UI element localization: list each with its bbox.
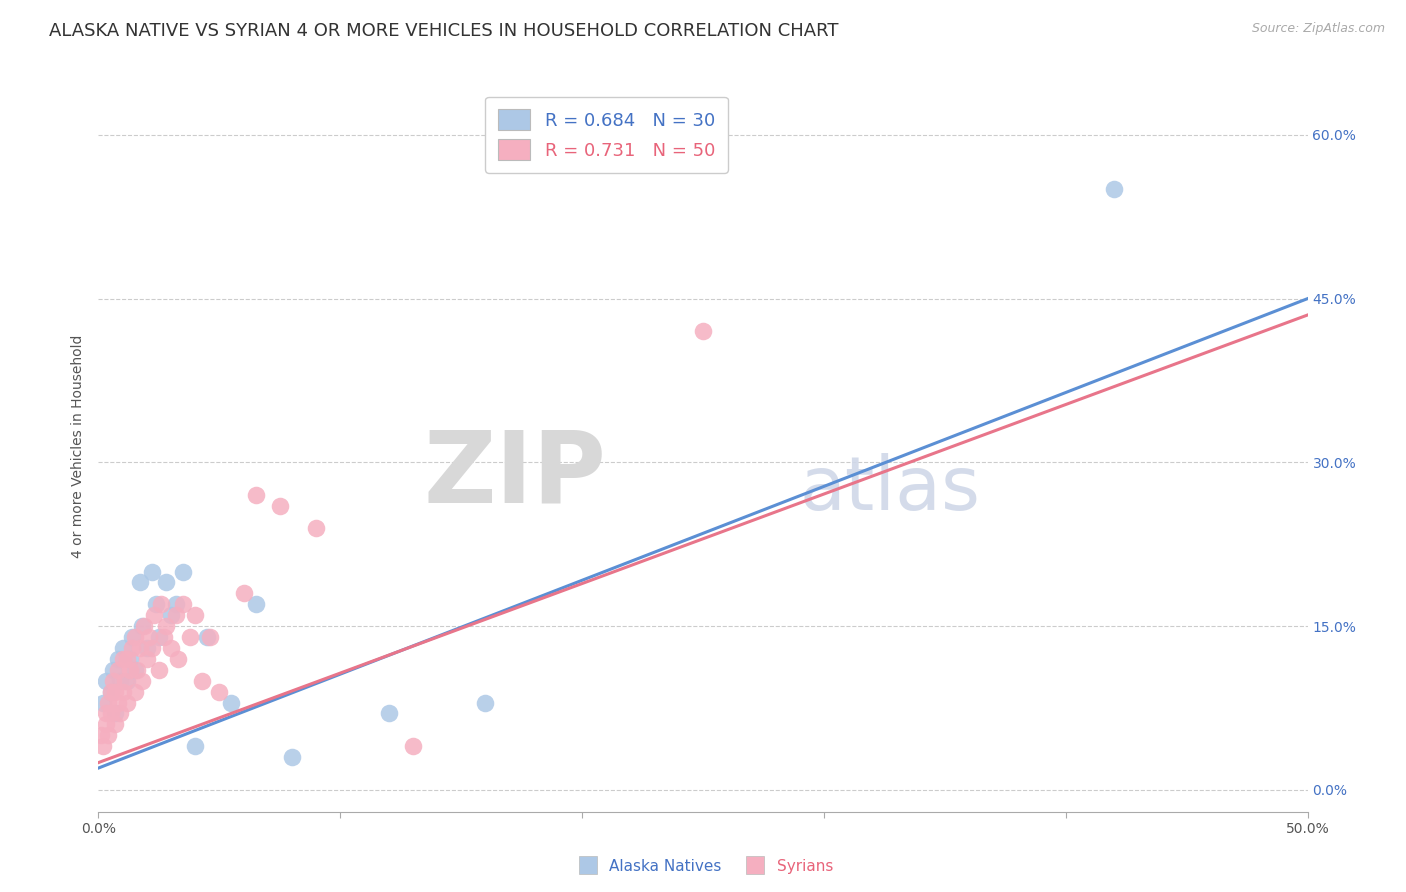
Point xyxy=(172,565,194,579)
Point xyxy=(107,652,129,666)
Point xyxy=(191,673,214,688)
Point xyxy=(117,696,139,710)
Point xyxy=(245,488,267,502)
Point xyxy=(131,619,153,633)
Point xyxy=(281,750,304,764)
Point xyxy=(128,575,150,590)
Point xyxy=(198,630,221,644)
Point xyxy=(117,673,139,688)
Point xyxy=(107,696,129,710)
Text: ALASKA NATIVE VS SYRIAN 4 OR MORE VEHICLES IN HOUSEHOLD CORRELATION CHART: ALASKA NATIVE VS SYRIAN 4 OR MORE VEHICL… xyxy=(49,22,839,40)
Point xyxy=(179,630,201,644)
Point xyxy=(402,739,425,754)
Point xyxy=(692,324,714,338)
Point xyxy=(124,630,146,644)
Point xyxy=(145,597,167,611)
Point xyxy=(101,663,124,677)
Point xyxy=(91,696,114,710)
Point xyxy=(135,652,157,666)
Point xyxy=(232,586,254,600)
Point xyxy=(111,640,134,655)
Point xyxy=(108,673,131,688)
Point xyxy=(208,684,231,698)
Point xyxy=(141,640,163,655)
Point xyxy=(141,565,163,579)
Point xyxy=(155,575,177,590)
Point xyxy=(167,652,190,666)
Point xyxy=(165,608,187,623)
Point xyxy=(143,608,166,623)
Point xyxy=(152,630,174,644)
Point xyxy=(100,706,122,721)
Point xyxy=(1102,182,1125,196)
Point xyxy=(118,663,141,677)
Point xyxy=(118,652,141,666)
Point xyxy=(101,673,124,688)
Point xyxy=(111,684,134,698)
Point xyxy=(94,706,117,721)
Point xyxy=(127,663,149,677)
Point xyxy=(97,696,120,710)
Point xyxy=(269,499,291,513)
Point xyxy=(100,684,122,698)
Point xyxy=(90,728,112,742)
Point xyxy=(245,597,267,611)
Point xyxy=(94,673,117,688)
Legend: Alaska Natives, Syrians: Alaska Natives, Syrians xyxy=(567,853,839,880)
Point xyxy=(165,597,187,611)
Point xyxy=(195,630,218,644)
Legend: R = 0.684   N = 30, R = 0.731   N = 50: R = 0.684 N = 30, R = 0.731 N = 50 xyxy=(485,96,727,173)
Point xyxy=(128,640,150,655)
Text: Source: ZipAtlas.com: Source: ZipAtlas.com xyxy=(1251,22,1385,36)
Point xyxy=(94,717,117,731)
Point xyxy=(155,619,177,633)
Text: ZIP: ZIP xyxy=(423,426,606,524)
Point xyxy=(172,597,194,611)
Point xyxy=(474,696,496,710)
Point xyxy=(134,619,156,633)
Point xyxy=(108,706,131,721)
Point xyxy=(117,652,139,666)
Point xyxy=(184,739,207,754)
Y-axis label: 4 or more Vehicles in Household: 4 or more Vehicles in Household xyxy=(72,334,86,558)
Point xyxy=(124,684,146,698)
Point xyxy=(148,663,170,677)
Point xyxy=(150,597,173,611)
Point xyxy=(114,673,136,688)
Point xyxy=(100,684,122,698)
Point xyxy=(111,652,134,666)
Point xyxy=(305,521,328,535)
Point xyxy=(104,717,127,731)
Point xyxy=(138,630,160,644)
Point xyxy=(97,728,120,742)
Point xyxy=(91,739,114,754)
Point xyxy=(104,706,127,721)
Point xyxy=(131,673,153,688)
Point xyxy=(221,696,243,710)
Text: atlas: atlas xyxy=(800,453,981,526)
Point xyxy=(184,608,207,623)
Point xyxy=(121,630,143,644)
Point xyxy=(107,663,129,677)
Point xyxy=(160,608,183,623)
Point xyxy=(135,640,157,655)
Point xyxy=(148,630,170,644)
Point xyxy=(124,663,146,677)
Point xyxy=(160,640,183,655)
Point xyxy=(377,706,399,721)
Point xyxy=(104,684,127,698)
Point xyxy=(121,640,143,655)
